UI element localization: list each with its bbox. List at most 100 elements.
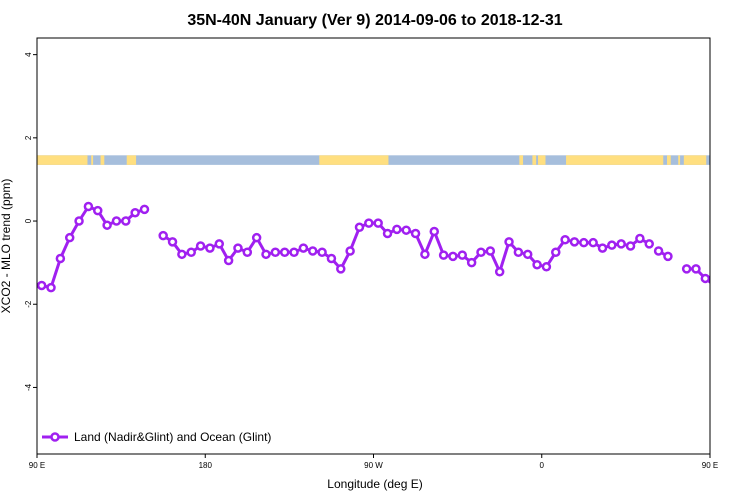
data-point bbox=[345, 246, 355, 256]
data-point bbox=[364, 218, 374, 228]
land-segment bbox=[538, 155, 546, 165]
data-point bbox=[93, 205, 103, 216]
data-point bbox=[37, 280, 47, 291]
y-axis-label: XCO2 - MLO trend (ppm) bbox=[0, 179, 13, 314]
data-point bbox=[121, 216, 131, 226]
data-point bbox=[730, 256, 737, 263]
data-point bbox=[46, 282, 56, 293]
data-point bbox=[401, 225, 411, 235]
y-axis: 4 2 0 -2 -4 bbox=[24, 52, 37, 391]
data-point bbox=[130, 207, 140, 218]
data-point bbox=[167, 237, 178, 247]
data-point bbox=[494, 267, 505, 277]
x-tick-label: 0 bbox=[540, 461, 545, 470]
chart-title: 35N-40N January (Ver 9) 2014-09-06 to 20… bbox=[187, 12, 562, 29]
data-point bbox=[410, 228, 421, 239]
data-point bbox=[55, 253, 66, 264]
land-segment bbox=[319, 155, 389, 165]
data-point bbox=[739, 235, 746, 242]
y-tick-label: -4 bbox=[24, 383, 33, 391]
data-point bbox=[336, 264, 346, 274]
data-point bbox=[420, 249, 430, 260]
data-point bbox=[261, 249, 271, 260]
data-point bbox=[709, 284, 710, 287]
data-point bbox=[186, 247, 196, 257]
data-point bbox=[233, 243, 243, 253]
data-point bbox=[625, 241, 636, 251]
data-point bbox=[270, 247, 281, 257]
legend-label: Land (Nadir&Glint) and Ocean (Glint) bbox=[74, 430, 271, 444]
y-tick-label: 0 bbox=[24, 218, 33, 223]
data-point bbox=[177, 249, 187, 260]
land-ocean-band bbox=[37, 155, 710, 165]
data-point bbox=[485, 246, 496, 256]
land-segment bbox=[91, 155, 94, 165]
land-segment bbox=[683, 155, 707, 165]
y-tick-label: 2 bbox=[24, 135, 33, 140]
land-segment bbox=[100, 155, 105, 165]
plot-frame bbox=[36, 37, 711, 455]
data-point bbox=[457, 250, 468, 260]
data-point bbox=[476, 247, 486, 257]
data-point bbox=[448, 251, 458, 262]
data-point bbox=[663, 251, 673, 262]
x-tick-label: 90 E bbox=[29, 461, 45, 470]
data-point bbox=[551, 247, 561, 257]
data-point bbox=[644, 239, 654, 249]
land-segment bbox=[126, 155, 137, 165]
land-segment bbox=[566, 155, 664, 165]
data-point bbox=[579, 237, 589, 248]
legend: Land (Nadir&Glint) and Ocean (Glint) bbox=[42, 430, 271, 444]
data-point bbox=[139, 204, 150, 215]
data-point bbox=[721, 285, 728, 292]
data-point bbox=[560, 235, 570, 245]
data-point bbox=[83, 201, 94, 212]
land-segment bbox=[678, 155, 681, 165]
x-tick-label: 90 E bbox=[702, 461, 718, 470]
data-point bbox=[326, 253, 337, 264]
data-point bbox=[64, 232, 75, 243]
data-point bbox=[251, 232, 262, 243]
data-point bbox=[205, 243, 215, 253]
series-line bbox=[686, 267, 710, 284]
data-point bbox=[466, 257, 477, 268]
land-segment bbox=[37, 155, 88, 165]
data-point bbox=[158, 230, 168, 241]
data-point bbox=[700, 273, 710, 284]
data-point bbox=[317, 247, 327, 257]
x-tick-label: 90 W bbox=[364, 461, 383, 470]
data-point bbox=[635, 233, 645, 244]
x-tick-label: 180 bbox=[199, 461, 213, 470]
land-segment bbox=[519, 155, 524, 165]
data-point bbox=[392, 224, 402, 235]
data-point bbox=[74, 216, 84, 226]
data-point bbox=[102, 220, 112, 230]
data-point bbox=[111, 216, 122, 226]
data-point bbox=[681, 264, 692, 274]
data-point bbox=[279, 247, 290, 257]
data-point bbox=[588, 237, 598, 248]
series-layer bbox=[37, 201, 746, 293]
data-point bbox=[616, 239, 626, 249]
land-segment bbox=[667, 155, 671, 165]
data-point bbox=[242, 247, 253, 257]
land-segment bbox=[532, 155, 537, 165]
data-point bbox=[597, 243, 608, 253]
data-point bbox=[382, 228, 393, 239]
data-point bbox=[438, 250, 449, 260]
data-point bbox=[513, 247, 524, 257]
data-point bbox=[195, 241, 206, 251]
x-axis-label: Longitude (deg E) bbox=[327, 477, 422, 491]
data-point bbox=[429, 226, 440, 237]
data-point bbox=[298, 243, 309, 253]
data-point bbox=[289, 247, 299, 257]
data-point bbox=[691, 264, 701, 274]
legend-marker bbox=[50, 432, 60, 442]
data-point bbox=[653, 246, 664, 256]
data-point bbox=[607, 240, 617, 250]
data-point bbox=[354, 222, 365, 233]
data-point bbox=[569, 237, 580, 247]
data-point bbox=[522, 249, 533, 260]
x-axis: 90 E 180 90 W 0 90 E bbox=[29, 454, 718, 470]
